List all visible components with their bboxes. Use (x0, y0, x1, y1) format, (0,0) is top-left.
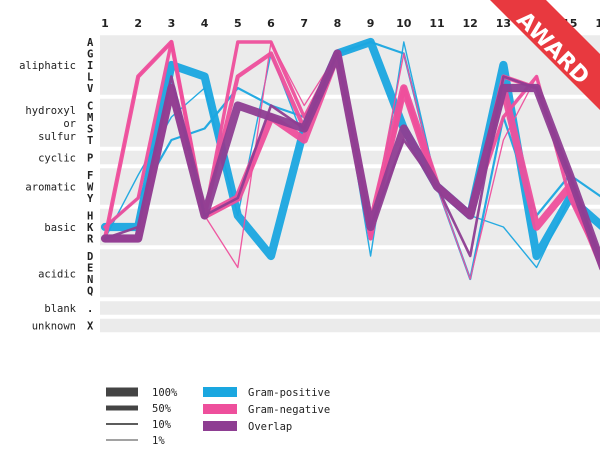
residue-label: T (87, 135, 93, 147)
residue-label: Q (87, 286, 93, 298)
group-label: unknown (32, 321, 76, 333)
group-band-acidic (100, 249, 600, 298)
position-label: 7 (300, 17, 308, 30)
residue-label: H (87, 211, 93, 223)
position-label: 4 (201, 17, 209, 30)
residue-label: Y (87, 193, 94, 205)
position-label: 12 (463, 17, 478, 30)
group-band-blank (100, 301, 600, 315)
position-label: 11 (429, 17, 444, 30)
group-band-unknown (100, 318, 600, 333)
residue-label: E (87, 263, 93, 275)
residue-label: M (87, 112, 93, 124)
residue-label: A (87, 37, 94, 49)
legend-color-label: Overlap (248, 421, 292, 433)
legend: 100% 50% 10% 1% Gram-positive Gram-negative Ov… (106, 387, 330, 447)
residue-label: W (87, 182, 94, 194)
position-label: 1 (101, 17, 109, 30)
group-label: sulfur (38, 131, 76, 143)
residue-label: X (87, 321, 94, 333)
group-band-basic (100, 208, 600, 246)
position-label: 6 (267, 17, 275, 30)
group-label: basic (44, 222, 76, 234)
legend-thickness-label: 50% (152, 403, 172, 415)
position-label: 10 (396, 17, 412, 30)
legend-color-label: Gram-negative (248, 404, 330, 416)
residue-label: K (87, 222, 94, 234)
series-lines (100, 37, 600, 281)
legend-color-swatch (203, 387, 237, 397)
group-label: or (63, 118, 76, 130)
group-label: aliphatic (19, 60, 76, 72)
legend-color-label: Gram-positive (248, 387, 330, 399)
residue-label: I (87, 60, 93, 72)
group-label: cyclic (38, 153, 76, 165)
group-label: acidic (38, 268, 76, 280)
group-label: aromatic (25, 182, 76, 194)
legend-thickness-label: 10% (152, 419, 172, 431)
legend-thickness-label: 1% (152, 435, 165, 447)
residue-label: L (87, 72, 93, 84)
residue-label: S (87, 124, 93, 136)
residue-label: V (87, 83, 94, 95)
legend-color-swatch (203, 421, 237, 431)
position-label: 5 (234, 17, 242, 30)
position-label: 2 (134, 17, 142, 30)
series-line-overlap (103, 52, 600, 263)
position-label: 16 (595, 17, 600, 30)
legend-color-swatch (203, 404, 237, 414)
position-label: 9 (367, 17, 375, 30)
award-ribbon (490, 0, 600, 110)
residue-label: C (87, 101, 93, 113)
residue-label: F (87, 170, 93, 182)
group-band-cyclic (100, 150, 600, 165)
position-label: 13 (496, 17, 511, 30)
residue-label: N (87, 274, 93, 286)
position-label: 8 (334, 17, 342, 30)
group-band-aromatic (100, 168, 600, 205)
position-label: 3 (168, 17, 176, 30)
residue-label: . (87, 303, 93, 315)
residue-label: R (87, 234, 94, 246)
residue-label: D (87, 251, 93, 263)
residue-label: P (87, 153, 93, 165)
group-label: hydroxyl (25, 105, 76, 117)
group-label: blank (44, 303, 76, 315)
legend-thickness-label: 100% (152, 387, 178, 399)
residue-label: G (87, 49, 93, 61)
